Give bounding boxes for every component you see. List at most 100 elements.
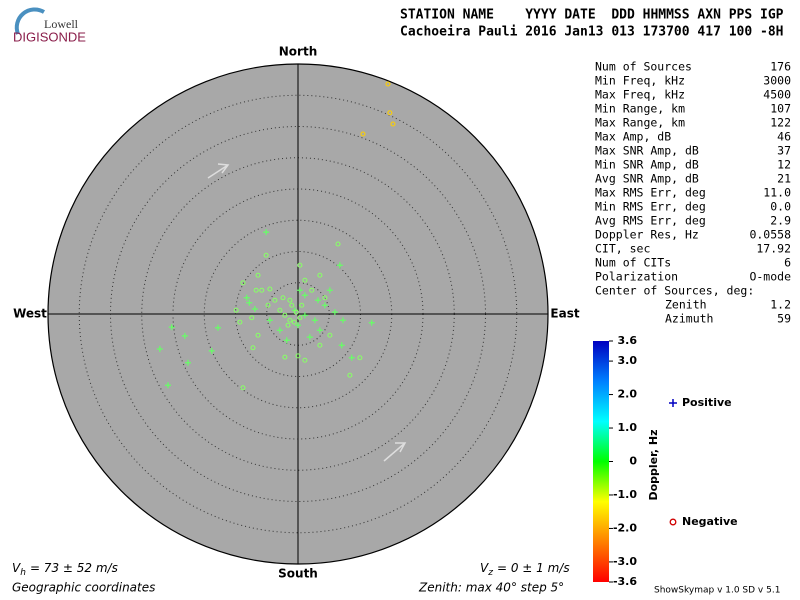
- source-plus: [336, 262, 343, 269]
- stat-value: 46: [777, 130, 791, 144]
- stat-label: Min SNR Amp, dB: [595, 158, 699, 172]
- stat-value: 1.2: [770, 298, 791, 312]
- stat-label: Max Amp, dB: [595, 130, 671, 144]
- stat-label: Avg SNR Amp, dB: [595, 172, 699, 186]
- source-circle: [385, 81, 391, 87]
- source-plus: [185, 359, 191, 366]
- source-circle: [282, 354, 288, 360]
- source-plus: [156, 346, 163, 352]
- source-plus: [246, 299, 253, 306]
- source-circle: [280, 295, 286, 301]
- source-plus: [215, 324, 221, 331]
- source-circle: [267, 286, 273, 292]
- source-circle: [237, 319, 243, 325]
- logo-top: Lowell: [44, 17, 79, 31]
- source-circle: [249, 315, 255, 321]
- stat-value: 3000: [763, 74, 791, 88]
- source-plus: [181, 332, 188, 339]
- source-plus: [165, 382, 171, 389]
- source-circle: [272, 297, 278, 303]
- source-circle: [335, 241, 341, 247]
- source-circle: [291, 319, 297, 325]
- stat-value: 17.92: [756, 242, 791, 256]
- stat-label: Avg RMS Err, deg: [595, 214, 706, 228]
- source-circle: [327, 332, 333, 338]
- source-circle: [282, 312, 288, 318]
- header-line: Cachoeira Pauli 2016 Jan13 013 173700 41…: [400, 25, 784, 40]
- source-circle: [357, 355, 363, 361]
- source-circle: [240, 280, 246, 286]
- stat-value: 176: [770, 60, 791, 74]
- legend-marker: [669, 399, 677, 407]
- stat-value: 0.0558: [749, 228, 791, 242]
- colorbar-tick-label: 0: [629, 455, 637, 468]
- source-plus: [321, 302, 328, 309]
- stat-value: 6: [784, 256, 791, 270]
- source-plus: [368, 319, 375, 326]
- stat-label: Num of Sources: [595, 60, 692, 74]
- arrow: [383, 442, 407, 462]
- source-circle: [309, 287, 315, 293]
- source-plus: [283, 337, 290, 344]
- source-circle: [259, 287, 265, 293]
- source-circle: [250, 345, 256, 351]
- stat-value: 122: [770, 116, 791, 130]
- logo-swoosh: [14, 7, 46, 35]
- source-circle: [287, 317, 293, 323]
- direction-label: North: [279, 45, 317, 59]
- source-circle: [322, 295, 328, 301]
- source-circle: [255, 272, 261, 278]
- source-circle: [255, 332, 261, 338]
- stat-value: O-mode: [749, 270, 791, 284]
- source-circle: [390, 121, 396, 127]
- source-plus: [263, 229, 270, 236]
- logo-bottom: DIGISONDE: [13, 29, 86, 44]
- stat-value: 11.0: [763, 186, 791, 200]
- source-plus: [243, 294, 250, 301]
- source-plus: [168, 324, 175, 331]
- stat-label: Max Freq, kHz: [595, 88, 685, 102]
- legend-label: Positive: [682, 396, 732, 409]
- stat-value: 4500: [763, 88, 791, 102]
- source-plus: [301, 292, 308, 299]
- colorbar-tick-label: -3.0: [613, 555, 637, 568]
- source-circle: [317, 272, 323, 278]
- colorbar-tick-label: -2.0: [613, 521, 637, 534]
- source-circle: [285, 322, 291, 328]
- vh-label: Vh = 73 ± 52 m/s: [12, 561, 118, 578]
- source-plus: [311, 317, 318, 324]
- vz-label: Vz = 0 ± 1 m/s: [480, 561, 570, 578]
- direction-label: West: [13, 307, 47, 321]
- stat-value: 12: [777, 158, 791, 172]
- source-circle: [302, 277, 308, 283]
- source-circle: [233, 307, 239, 313]
- colorbar-label: Doppler, Hz: [647, 429, 660, 500]
- source-plus: [301, 312, 308, 319]
- coords-label: Geographic coordinates: [12, 581, 155, 595]
- source-circle: [317, 342, 323, 348]
- source-circle: [295, 353, 301, 359]
- stat-value: 21: [777, 172, 791, 186]
- stat-label: Doppler Res, Hz: [595, 228, 699, 242]
- source-circle: [240, 385, 246, 391]
- stat-value: 107: [770, 102, 791, 116]
- source-plus: [295, 322, 301, 329]
- source-plus: [276, 327, 283, 334]
- stat-label: Azimuth: [665, 312, 713, 326]
- source-circle: [293, 309, 299, 315]
- source-circle: [277, 307, 283, 313]
- source-plus: [331, 309, 338, 316]
- stat-label: Max SNR Amp, dB: [595, 144, 699, 158]
- stat-label: CIT, sec: [595, 242, 650, 256]
- source-circle: [289, 302, 295, 308]
- zenith-label: Zenith: max 40° step 5°: [418, 581, 564, 595]
- source-plus: [266, 317, 273, 324]
- stat-label: Max RMS Err, deg: [595, 186, 706, 200]
- stat-label: Max Range, km: [595, 116, 685, 130]
- legend-marker: [669, 518, 677, 526]
- stat-label: Num of CITs: [595, 256, 671, 270]
- stat-label: Min RMS Err, deg: [595, 200, 706, 214]
- direction-label: South: [278, 567, 318, 581]
- direction-label: East: [550, 307, 579, 321]
